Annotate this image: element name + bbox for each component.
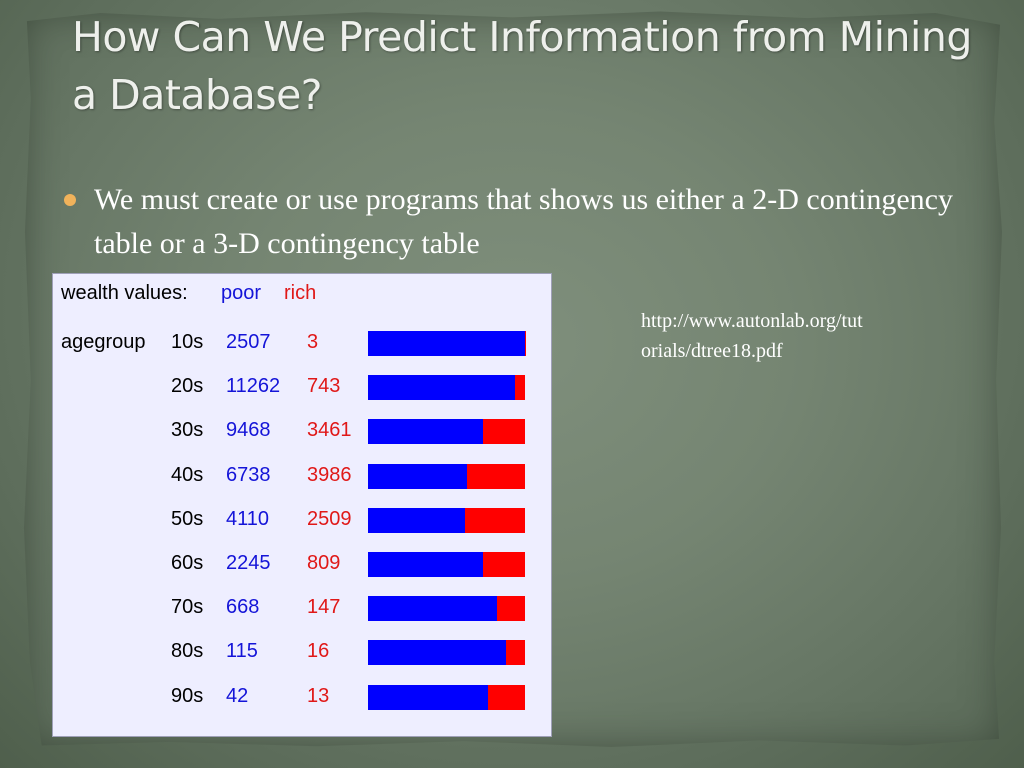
- agegroup-cell: 40s: [171, 463, 204, 486]
- rich-count-cell: 3: [307, 331, 319, 353]
- proportion-bar: [368, 375, 525, 401]
- poor-count-cell: 2507: [226, 331, 271, 353]
- poor-count-cell: 6738: [226, 463, 271, 486]
- bullet-dot-icon: [64, 194, 76, 206]
- agegroup-cell: 70s: [171, 596, 204, 619]
- agegroup-cell: 10s: [171, 331, 204, 353]
- proportion-bar: [368, 596, 525, 622]
- bar-poor-segment: [368, 596, 497, 622]
- poor-header: poor: [221, 282, 262, 304]
- agegroup-label: agegroup: [61, 331, 146, 353]
- rich-count-cell: 147: [307, 596, 341, 619]
- bar-poor-segment: [368, 552, 484, 577]
- proportion-bar: [368, 331, 525, 356]
- rich-count-cell: 16: [307, 640, 330, 663]
- bar-poor-segment: [368, 684, 488, 710]
- proportion-bar: [368, 684, 525, 710]
- rich-header: rich: [284, 282, 317, 304]
- agegroup-cell: 30s: [171, 419, 204, 442]
- bar-rich-segment: [496, 596, 525, 622]
- poor-count-cell: 115: [226, 640, 258, 663]
- bar-poor-segment: [368, 640, 506, 666]
- rich-count-cell: 743: [307, 375, 341, 398]
- agegroup-cell: 50s: [171, 507, 204, 530]
- bar-rich-segment: [515, 375, 525, 401]
- bar-poor-segment: [368, 507, 466, 533]
- source-link-text[interactable]: http://www.autonlab.org/tutorials/dtree1…: [641, 310, 863, 362]
- rich-count-cell: 809: [307, 552, 341, 574]
- proportion-bar: [368, 463, 525, 489]
- poor-count-cell: 9468: [226, 419, 271, 442]
- bar-poor-segment: [368, 463, 467, 489]
- poor-count-cell: 11262: [226, 375, 281, 398]
- source-link[interactable]: http://www.autonlab.org/tutorials/dtree1…: [641, 306, 871, 366]
- rich-count-cell: 3986: [307, 463, 352, 486]
- bar-rich-segment: [487, 684, 525, 710]
- poor-count-cell: 4110: [226, 507, 270, 530]
- proportion-bar: [368, 552, 525, 577]
- bar-rich-segment: [466, 463, 525, 489]
- bullet-text: We must create or use programs that show…: [94, 183, 953, 260]
- poor-count-cell: 2245: [226, 552, 271, 574]
- agegroup-cell: 60s: [171, 552, 204, 574]
- proportion-bar: [368, 419, 525, 445]
- rich-count-cell: 3461: [307, 419, 352, 442]
- agegroup-cell: 80s: [171, 640, 204, 663]
- agegroup-cell: 90s: [171, 684, 204, 707]
- contingency-table: wealth values: poor rich agegroup 10s 250…: [52, 273, 552, 737]
- rich-count-cell: 2509: [307, 507, 352, 530]
- poor-count-cell: 42: [226, 684, 249, 707]
- proportion-bar: [368, 640, 525, 666]
- bar-rich-segment: [465, 507, 525, 533]
- bar-poor-segment: [368, 331, 525, 356]
- poor-count-cell: 668: [226, 596, 260, 619]
- bar-rich-segment: [483, 552, 525, 577]
- agegroup-cell: 20s: [171, 375, 204, 398]
- bar-poor-segment: [368, 419, 483, 445]
- proportion-bar: [368, 507, 525, 533]
- bar-poor-segment: [368, 375, 516, 401]
- bar-rich-segment: [482, 419, 525, 445]
- rich-count-cell: 13: [307, 684, 330, 707]
- wealth-values-label: wealth values:: [61, 282, 188, 304]
- bar-rich-segment: [505, 640, 525, 666]
- slide-title: How Can We Predict Information from Mini…: [72, 13, 972, 119]
